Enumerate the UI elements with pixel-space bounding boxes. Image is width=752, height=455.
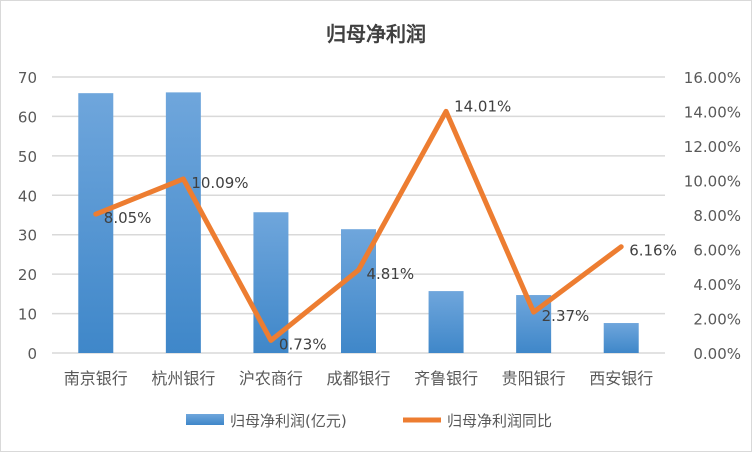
bar — [428, 291, 464, 353]
y-tick-label: 10 — [18, 306, 37, 324]
x-tick-label: 贵阳银行 — [502, 369, 566, 388]
y-tick-label: 20 — [18, 266, 37, 284]
bar — [78, 93, 114, 353]
y2-tick-label: 4.00% — [693, 276, 741, 294]
y2-tick-label: 10.00% — [684, 173, 741, 191]
data-label: 2.37% — [542, 307, 590, 325]
data-label: 8.05% — [104, 209, 152, 227]
x-tick-label: 成都银行 — [326, 369, 390, 388]
y-tick-label: 50 — [18, 148, 37, 166]
x-tick-label: 沪农商行 — [239, 369, 303, 388]
x-tick-label: 杭州银行 — [151, 369, 215, 388]
y-tick-label: 0 — [27, 345, 37, 363]
y-tick-label: 40 — [18, 187, 37, 205]
growth-line — [93, 108, 624, 343]
y-tick-label: 30 — [18, 227, 37, 245]
legend: 归母净利润(亿元) 归母净利润同比 — [186, 412, 552, 430]
legend-bar-label: 归母净利润(亿元) — [230, 412, 347, 430]
y2-tick-label: 2.00% — [693, 311, 741, 329]
y2-tick-label: 0.00% — [693, 345, 741, 363]
data-label: 14.01% — [454, 97, 511, 115]
y2-tick-label: 14.00% — [684, 104, 741, 122]
y-tick-label: 70 — [18, 69, 37, 87]
data-label: 6.16% — [629, 242, 677, 260]
bar — [165, 92, 201, 354]
x-tick-label: 齐鲁银行 — [414, 369, 478, 388]
legend-bar-swatch — [186, 414, 224, 425]
y2-tick-label: 6.00% — [693, 242, 741, 260]
data-label: 4.81% — [367, 265, 415, 283]
data-label: 10.09% — [191, 174, 248, 192]
x-tick-label: 西安银行 — [589, 369, 653, 388]
y2-tick-label: 8.00% — [693, 207, 741, 225]
y2-tick-label: 16.00% — [684, 69, 741, 87]
bar — [603, 323, 639, 353]
y-tick-label: 60 — [18, 108, 37, 126]
chart-title: 归母净利润 — [326, 22, 426, 46]
y2-tick-label: 12.00% — [684, 138, 741, 156]
x-tick-label: 南京银行 — [64, 369, 128, 388]
data-label: 0.73% — [279, 335, 327, 353]
legend-line-label: 归母净利润同比 — [447, 412, 552, 430]
